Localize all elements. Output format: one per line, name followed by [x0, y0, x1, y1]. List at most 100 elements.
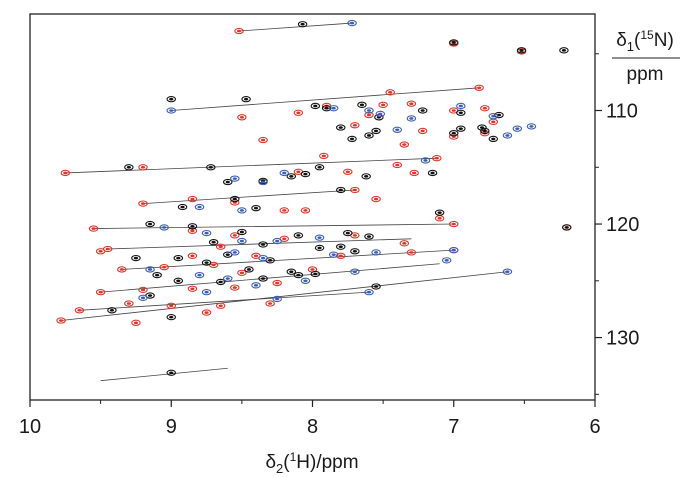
black-peak-6	[310, 102, 321, 110]
red-peak-31	[230, 232, 240, 239]
red-peak-29	[88, 225, 99, 232]
blue-peak-27	[194, 271, 205, 279]
x-tick-label: 8	[307, 416, 318, 438]
black-peak-43	[314, 244, 325, 252]
black-peak-29	[427, 169, 438, 177]
black-peak-57	[107, 307, 117, 314]
red-peak-64	[406, 100, 417, 107]
red-peak-21	[409, 169, 419, 177]
blue-peak-0	[347, 19, 357, 27]
red-peak-69	[371, 195, 381, 203]
black-peak-20	[124, 164, 134, 171]
red-peak-38	[187, 252, 198, 259]
blue-peak-4	[406, 115, 417, 122]
plot-frame	[29, 13, 596, 401]
red-peak-13	[364, 111, 374, 119]
blue-peak-10	[230, 175, 240, 182]
blue-peak-29	[251, 282, 261, 289]
peak-link-line-0	[239, 22, 353, 32]
red-peak-65	[300, 207, 311, 214]
black-peak-28	[335, 186, 346, 194]
red-peak-62	[480, 105, 490, 112]
blue-peak-3	[364, 107, 374, 114]
blue-peak-15	[237, 207, 247, 214]
blue-peak-2	[328, 105, 339, 112]
black-peak-32	[251, 204, 261, 212]
black-peak-2	[516, 47, 527, 54]
red-peak-14	[293, 109, 304, 116]
black-peak-15	[456, 109, 466, 116]
black-peak-3	[559, 47, 569, 54]
blue-peak-18	[237, 237, 247, 245]
blue-peak-11	[258, 178, 268, 186]
black-peak-12	[347, 135, 357, 143]
black-peak-37	[343, 229, 353, 237]
blue-peak-7	[502, 132, 513, 139]
blue-peak-34	[201, 288, 212, 296]
y-axis-ticks: 110 120 130	[595, 53, 639, 395]
black-peak-31	[230, 195, 240, 203]
black-peak-1	[448, 39, 459, 46]
black-peak-14	[417, 107, 428, 114]
x-axis-ticks: 10 9 8 7 6	[19, 400, 601, 438]
x-axis-title: δ2(1H)/ppm	[265, 450, 358, 476]
red-peak-55	[166, 302, 177, 309]
black-peak-44	[434, 209, 445, 216]
red-peak-10	[378, 101, 388, 108]
red-peak-36	[215, 243, 226, 250]
black-peak-10	[371, 127, 381, 135]
black-peak-8	[357, 101, 367, 108]
blue-peak-35	[272, 295, 282, 303]
red-peak-43	[117, 266, 127, 273]
black-peak-40	[258, 241, 268, 248]
red-peak-54	[124, 300, 134, 307]
black-peak-9	[374, 114, 384, 121]
blue-peak-5	[456, 102, 466, 110]
x-tick-label: 10	[19, 416, 41, 438]
blue-peak-25	[448, 246, 459, 254]
red-peak-6	[474, 84, 484, 91]
red-peak-53	[74, 307, 85, 314]
red-peak-51	[230, 284, 240, 291]
red-peak-44	[159, 264, 169, 271]
red-peak-68	[95, 248, 106, 255]
red-peak-22	[319, 152, 329, 160]
black-peak-60	[244, 266, 254, 273]
blue-peak-23	[328, 251, 339, 258]
blue-peak-24	[371, 249, 381, 256]
red-peak-49	[138, 286, 148, 294]
black-peak-13	[364, 132, 374, 139]
red-peak-0	[234, 27, 244, 35]
black-peak-54	[215, 278, 226, 286]
blue-peak-38	[392, 126, 402, 133]
blue-peak-6	[488, 113, 499, 120]
x-tick-label: 7	[448, 416, 459, 438]
black-peak-39	[208, 239, 219, 246]
red-peak-56	[265, 300, 275, 307]
red-peak-48	[95, 288, 106, 296]
peak-link-line-9	[61, 271, 508, 321]
black-peak-51	[310, 270, 321, 278]
peak-link-line-5	[107, 238, 412, 250]
red-peak-52	[272, 279, 282, 287]
black-peak-16	[448, 130, 459, 137]
blue-peak-9	[526, 123, 537, 130]
red-peak-9	[399, 141, 410, 148]
red-peak-5	[488, 118, 499, 126]
red-peak-25	[138, 200, 148, 207]
black-peak-47	[201, 259, 212, 266]
red-peak-19	[343, 168, 353, 175]
black-peak-11	[335, 124, 346, 131]
black-peak-65	[494, 111, 504, 119]
black-peak-50	[286, 268, 297, 275]
black-peak-7	[321, 105, 332, 112]
red-peak-67	[258, 136, 268, 144]
red-peak-15	[237, 114, 247, 121]
y-tick-label: 130	[606, 328, 639, 350]
blue-peak-12	[279, 169, 289, 177]
black-peak-52	[152, 271, 162, 279]
linked-segments	[61, 22, 508, 382]
x-tick-label: 9	[166, 416, 177, 438]
red-peak-11	[350, 122, 360, 129]
black-peak-21	[206, 164, 216, 171]
